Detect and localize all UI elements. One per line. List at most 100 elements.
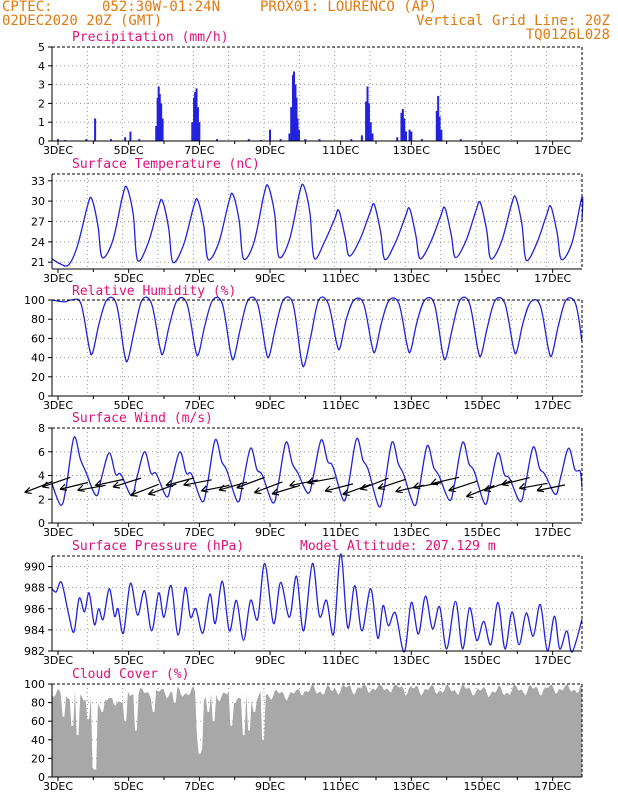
y-tick-label: 21 <box>31 256 45 269</box>
precip-bar <box>369 122 372 141</box>
wind-vector <box>413 482 442 489</box>
wind-vector <box>236 476 265 489</box>
y-tick-label: 20 <box>31 371 45 384</box>
chart-header: CPTEC: 052:30W-01:24N PROX01: LOURENCO (… <box>0 0 618 44</box>
y-tick-label: 60 <box>31 715 45 728</box>
series-line <box>51 183 584 267</box>
precip-bar <box>350 139 353 141</box>
wind-arrowhead <box>342 489 350 497</box>
x-tick-label: 5DEC <box>114 272 144 285</box>
wind-vector <box>466 485 495 498</box>
precip-bar <box>405 131 408 141</box>
precip-bar <box>459 139 462 141</box>
precip-bar <box>195 88 198 141</box>
precip-bar <box>420 139 423 141</box>
wind-arrowhead <box>271 488 280 496</box>
precip-bar <box>129 131 132 141</box>
x-tick-label: 9DEC <box>255 144 285 157</box>
y-tick-label: 0 <box>38 135 45 148</box>
precipitation-panel: Precipitation (mm/h) 0 1 2 3 4 5 3DEC 5DEC 7DEC 9D… <box>38 30 583 157</box>
precip-bar <box>318 139 321 141</box>
y-tick-label: 100 <box>24 678 45 691</box>
precip-bar <box>440 129 443 141</box>
wind-vector <box>483 479 513 492</box>
x-tick-label: 7DEC <box>184 526 214 539</box>
wind-arrowhead <box>165 480 174 488</box>
x-tick-label: 13DEC <box>393 654 430 667</box>
x-tick-label: 5DEC <box>114 654 144 667</box>
x-tick-label: 15DEC <box>463 654 500 667</box>
precip-bar <box>396 137 399 141</box>
x-tick-label: 9DEC <box>255 399 285 412</box>
wind-arrowhead <box>501 479 509 487</box>
wind-vector <box>42 476 71 488</box>
cloud-cover-panel: Cloud Cover (%) 0 20 40 60 80 100 3DEC 5DEC 7DEC 9… <box>24 667 583 793</box>
wind-vector <box>112 477 142 488</box>
x-tick-label: 15DEC <box>463 144 500 157</box>
wind-vector <box>342 483 371 496</box>
y-tick-label: 0 <box>38 390 45 403</box>
precip-bar <box>410 131 413 141</box>
wind-vector <box>519 482 548 490</box>
x-tick-label: 11DEC <box>322 654 359 667</box>
x-tick-label: 13DEC <box>393 272 430 285</box>
series-line <box>51 296 583 368</box>
humidity-panel: Relative Humidity (%) 0 20 40 60 80 100 3DEC 5DE… <box>24 284 583 412</box>
y-tick-label: 3 <box>38 79 45 92</box>
x-tick-label: 9DEC <box>255 272 285 285</box>
y-tick-label: 60 <box>31 332 45 345</box>
precip-bar <box>435 110 438 141</box>
y-tick-label: 40 <box>31 734 45 747</box>
wind-vector <box>430 476 460 485</box>
wind-vector <box>201 484 230 492</box>
x-tick-label: 11DEC <box>322 780 359 793</box>
x-tick-label: 3DEC <box>43 399 73 412</box>
precip-bar <box>279 139 282 141</box>
precip-bar <box>367 103 370 141</box>
x-tick-label: 7DEC <box>184 272 214 285</box>
x-tick-label: 11DEC <box>322 399 359 412</box>
x-tick-label: 7DEC <box>184 780 214 793</box>
precip-bar <box>297 129 300 141</box>
temperature-panel: Surface Temperature (nC) 21 24 27 30 33 3DEC 5D… <box>31 157 584 285</box>
wind-vector <box>324 483 354 492</box>
y-tick-label: 1 <box>38 116 45 129</box>
precip-bar <box>155 125 158 141</box>
panel-title: Surface Temperature (nC) <box>72 157 260 172</box>
x-tick-label: 5DEC <box>114 526 144 539</box>
wind-arrowhead <box>253 487 262 495</box>
precip-bar <box>57 139 60 141</box>
wind-vector <box>307 477 336 484</box>
wind-arrowhead <box>183 479 191 487</box>
precip-bar <box>161 118 164 141</box>
header-location: 052:30W-01:24N <box>102 0 221 15</box>
precip-bar <box>366 86 369 141</box>
wind-vector <box>501 476 530 486</box>
y-tick-label: 24 <box>31 236 45 249</box>
wind-vector <box>289 479 318 487</box>
precip-bar <box>365 101 368 141</box>
header-date: 02DEC2020 20Z (GMT) <box>2 13 163 29</box>
wind-arrowhead <box>236 482 244 490</box>
x-tick-label: 7DEC <box>184 144 214 157</box>
cloud-area <box>52 684 582 777</box>
x-tick-label: 15DEC <box>463 780 500 793</box>
y-tick-label: 988 <box>24 582 45 595</box>
x-tick-label: 17DEC <box>534 526 571 539</box>
panel-title: Cloud Cover (%) <box>72 667 189 682</box>
precip-bar <box>158 94 161 141</box>
wind-arrowhead <box>306 477 315 485</box>
y-tick-label: 4 <box>38 470 45 483</box>
wind-vector <box>148 483 177 495</box>
x-tick-label: 5DEC <box>114 144 144 157</box>
y-tick-label: 33 <box>31 175 45 188</box>
precip-bar <box>291 75 294 141</box>
panel-title: Relative Humidity (%) <box>72 284 236 299</box>
precip-bar <box>290 107 293 141</box>
wind-arrowhead <box>200 485 209 493</box>
wind-arrowhead <box>41 481 50 489</box>
x-tick-label: 15DEC <box>463 272 500 285</box>
y-tick-label: 100 <box>24 294 45 307</box>
wind-panel: Surface Wind (m/s) 0 2 4 6 8 3DEC 5DEC 7DEC 9DEC 1… <box>24 411 583 539</box>
precip-bar <box>371 133 374 141</box>
